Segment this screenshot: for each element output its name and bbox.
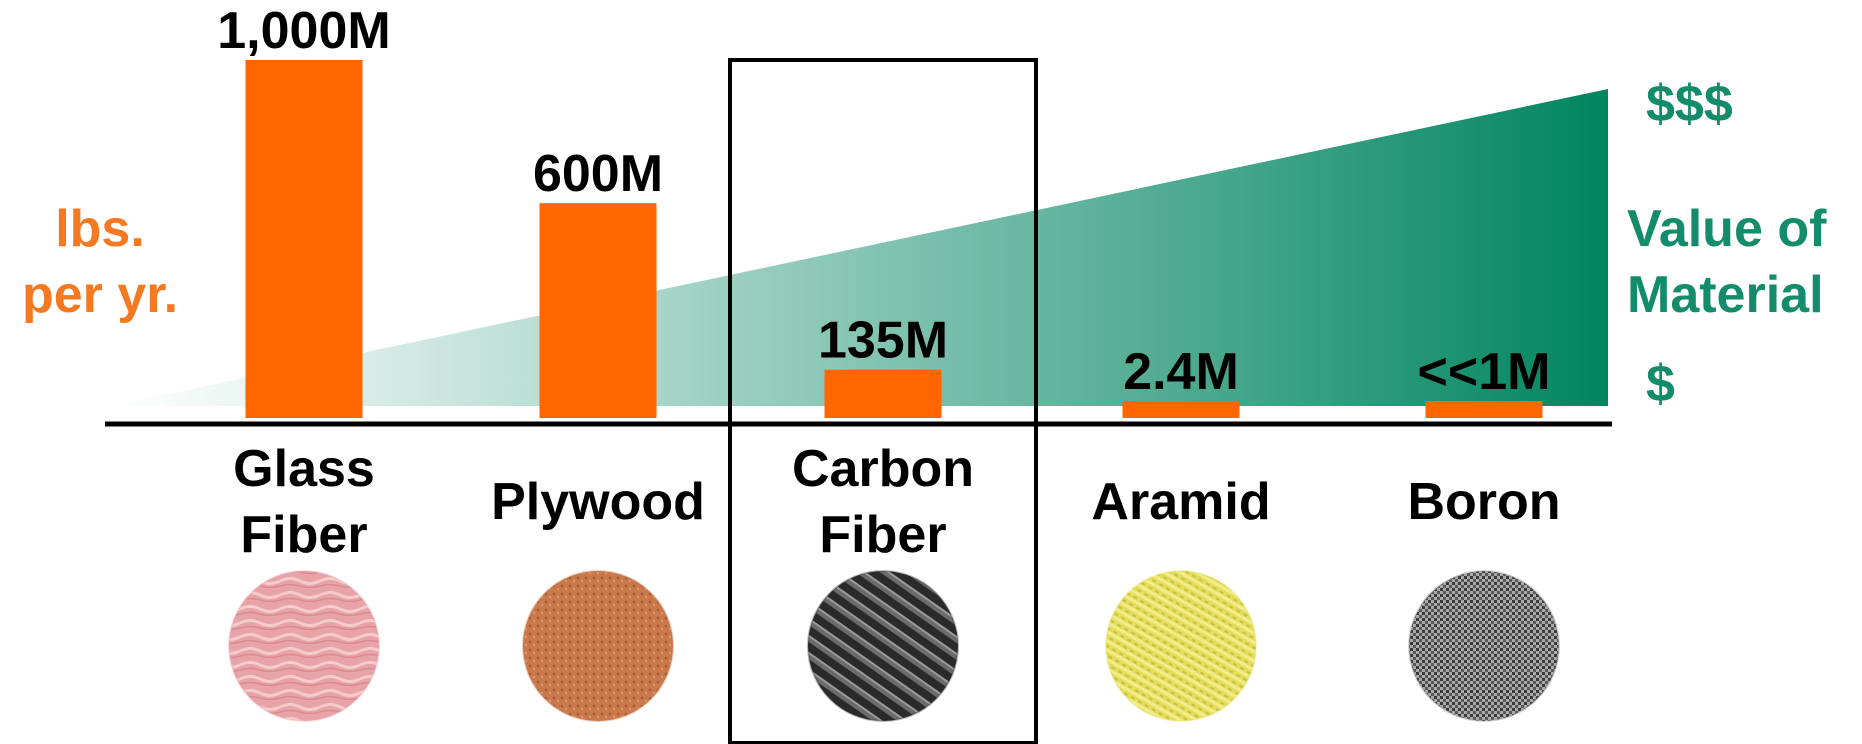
bar-glass-fiber — [245, 60, 363, 418]
boron-swatch — [1408, 570, 1560, 722]
value-of-material-title: Value of Material — [1627, 196, 1826, 328]
bars-layer — [245, 60, 1543, 418]
category-label-carbon-fiber-line-1: Carbon — [792, 440, 974, 498]
glass-fiber-swatch — [228, 570, 380, 722]
category-label-glass-fiber-line-2: Fiber — [240, 506, 367, 564]
value-title-line-1: Value of — [1627, 200, 1827, 258]
value-low-label: $ — [1646, 355, 1675, 413]
category-label-plywood: Plywood — [491, 473, 705, 531]
category-label-carbon-fiber-line-2: Fiber — [819, 506, 946, 564]
plywood-swatch — [522, 570, 674, 722]
carbon-fiber-highlight-box — [728, 58, 1038, 744]
category-label-aramid-line-1: Aramid — [1091, 473, 1270, 531]
category-label-glass-fiber: Glass Fiber — [233, 440, 375, 564]
value-of-material-wedge — [112, 89, 1608, 406]
category-label-glass-fiber-line-1: Glass — [233, 440, 375, 498]
y-axis-title: lbs. per yr. — [0, 196, 200, 328]
y-axis-title-line-2: per yr. — [21, 266, 179, 325]
data-label-plywood: 600M — [533, 145, 663, 203]
bar-plywood — [539, 203, 657, 418]
swatch-layer — [228, 570, 1560, 722]
bar-carbon-fiber — [824, 369, 942, 418]
aramid-swatch — [1105, 570, 1257, 722]
category-label-aramid: Aramid — [1091, 473, 1270, 531]
category-label-boron-line-1: Boron — [1407, 473, 1560, 531]
labels-layer: 1,000M Glass Fiber 600M Plywood 135M Carbon Fib… — [217, 2, 1560, 564]
bar-aramid — [1122, 401, 1240, 418]
y-axis-title-line-1: lbs. — [55, 200, 145, 258]
data-label-boron: <<1M — [1418, 343, 1551, 401]
data-label-glass-fiber: 1,000M — [217, 2, 390, 60]
data-label-aramid: 2.4M — [1123, 343, 1239, 401]
category-label-carbon-fiber: Carbon Fiber — [792, 440, 974, 564]
carbon-fiber-swatch — [807, 570, 959, 722]
bar-boron — [1425, 401, 1543, 418]
category-label-plywood-line-1: Plywood — [491, 473, 705, 531]
value-title-line-2: Material — [1627, 266, 1824, 325]
value-high-label: $$$ — [1646, 75, 1733, 133]
data-label-carbon-fiber: 135M — [818, 312, 948, 370]
category-label-boron: Boron — [1407, 473, 1560, 531]
